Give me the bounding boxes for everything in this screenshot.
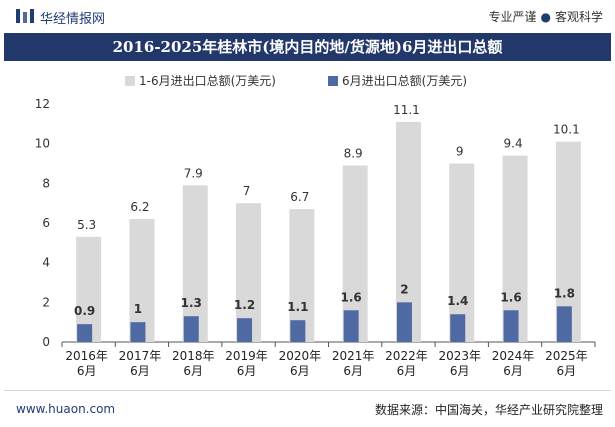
x-tick-label: 2019年 — [225, 349, 268, 363]
footer-source: 数据来源：中国海关，华经产业研究院整理 — [374, 403, 603, 417]
bar-june — [183, 316, 199, 342]
bar-june — [130, 322, 146, 342]
y-tick-label: 10 — [35, 137, 50, 151]
footer-divider — [4, 390, 611, 391]
footer-website: www.huaon.com — [16, 402, 116, 416]
x-tick-label: 2022年 — [385, 349, 428, 363]
bar-total — [449, 163, 475, 342]
y-tick-label: 8 — [42, 176, 50, 190]
x-tick-label: 6月 — [77, 364, 97, 378]
data-label-june: 1.6 — [341, 290, 362, 304]
x-tick-label: 2024年 — [492, 349, 535, 363]
bar-june — [556, 306, 572, 342]
x-tick-label: 6月 — [503, 364, 523, 378]
data-label-total: 7 — [243, 184, 251, 198]
data-label-total: 5.3 — [77, 218, 96, 232]
bar-june — [396, 302, 412, 342]
top-bar: 华经情报网 专业严谨 ● 客观科学 — [0, 0, 615, 32]
x-tick-label: 6月 — [290, 364, 310, 378]
legend-swatch-1 — [125, 76, 135, 86]
x-tick-label: 2023年 — [438, 349, 481, 363]
x-tick-label: 2017年 — [119, 349, 162, 363]
bar-chart: 1-6月进出口总额(万美元) 6月进出口总额(万美元)0246810125.30.… — [35, 74, 596, 378]
separator-dot-icon: ● — [540, 10, 551, 24]
bar-june — [343, 310, 359, 342]
x-tick-label: 2018年 — [172, 349, 215, 363]
data-label-june: 2 — [400, 282, 408, 296]
y-tick-label: 12 — [35, 97, 50, 111]
x-tick-label: 2025年 — [545, 349, 588, 363]
y-tick-label: 2 — [42, 295, 50, 309]
tagline-right: 客观科学 — [554, 10, 603, 24]
data-label-june: 1.1 — [287, 300, 308, 314]
data-label-total: 9 — [456, 145, 464, 159]
x-tick-label: 2020年 — [279, 349, 322, 363]
data-label-total: 6.2 — [130, 200, 149, 214]
legend-swatch-2 — [328, 76, 338, 86]
data-label-total: 10.1 — [553, 123, 580, 137]
data-label-june: 1.2 — [234, 298, 255, 312]
x-tick-label: 6月 — [237, 364, 257, 378]
x-tick-label: 6月 — [557, 364, 577, 378]
bar-june — [77, 324, 93, 342]
bar-june — [237, 318, 253, 342]
bar-june — [450, 314, 466, 342]
legend-label-2: 6月进出口总额(万美元) — [342, 74, 467, 88]
data-label-june: 1 — [134, 302, 142, 316]
legend-label-1: 1-6月进出口总额(万美元) — [139, 74, 276, 88]
x-tick-label: 6月 — [397, 364, 417, 378]
bar-total — [182, 185, 208, 342]
x-tick-label: 6月 — [343, 364, 363, 378]
brand-logo-icon — [16, 9, 34, 23]
x-tick-label: 6月 — [450, 364, 470, 378]
y-tick-label: 6 — [42, 216, 50, 230]
chart-title: 2016-2025年桂林市(境内目的地/货源地)6月进出口总额 — [4, 33, 611, 61]
x-tick-label: 6月 — [130, 364, 150, 378]
x-tick-label: 6月 — [183, 364, 203, 378]
data-label-june: 1.6 — [500, 290, 521, 304]
bar-total — [289, 209, 315, 342]
data-label-total: 7.9 — [184, 166, 203, 180]
data-label-total: 8.9 — [344, 146, 363, 160]
data-label-june: 1.8 — [554, 286, 575, 300]
tagline-left: 专业严谨 — [488, 10, 537, 24]
tagline: 专业严谨 ● 客观科学 — [488, 8, 603, 25]
bar-june — [503, 310, 519, 342]
data-label-total: 9.4 — [504, 137, 523, 151]
data-label-total: 11.1 — [393, 103, 420, 117]
data-label-total: 6.7 — [290, 190, 309, 204]
x-tick-label: 2016年 — [65, 349, 108, 363]
data-label-june: 1.4 — [447, 294, 468, 308]
data-label-june: 1.3 — [181, 296, 202, 310]
bar-total — [129, 219, 155, 342]
brand-name: 华经情报网 — [40, 12, 106, 27]
bar-june — [290, 320, 306, 342]
data-label-june: 0.9 — [74, 304, 95, 318]
y-tick-label: 0 — [42, 335, 50, 349]
y-tick-label: 4 — [42, 256, 50, 270]
x-tick-label: 2021年 — [332, 349, 375, 363]
